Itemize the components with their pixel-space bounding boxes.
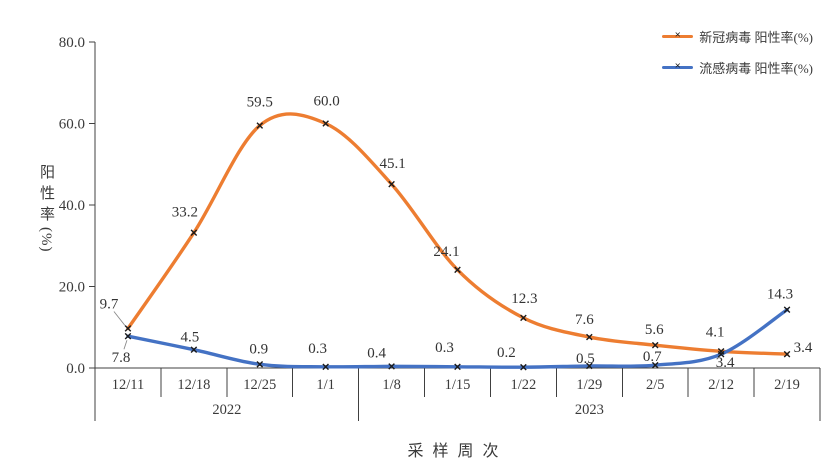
x-category-label: 2/19 [774, 377, 800, 393]
data-point-marker [783, 350, 791, 358]
x-category-label: 2/5 [646, 377, 665, 393]
x-category-label: 12/18 [177, 377, 210, 393]
data-point-marker [651, 341, 659, 349]
legend-label-covid: 新冠病毒 阳性率(%) [699, 29, 813, 45]
data-point-marker [190, 229, 198, 237]
data-point-marker [190, 346, 198, 353]
year-group-label: 2023 [575, 402, 604, 418]
data-label: 7.6 [575, 312, 594, 328]
data-point-marker [124, 332, 132, 340]
data-label-leader [123, 340, 128, 350]
legend-item-flu: 流感病毒 阳性率(%) [662, 59, 813, 76]
x-category-label: 1/15 [445, 377, 471, 393]
y-tick-label: 60.0 [59, 117, 85, 133]
x-category-label: 1/22 [511, 377, 537, 393]
data-point-marker [586, 362, 593, 370]
data-point-marker [783, 306, 791, 314]
x-category-label: 12/11 [112, 377, 145, 393]
legend-item-covid: 新冠病毒 阳性率(%) [662, 28, 813, 45]
data-point-marker [322, 120, 329, 127]
data-label: 4.5 [180, 330, 199, 346]
legend-x-marker-icon [675, 61, 681, 72]
data-point-marker [256, 361, 264, 368]
data-point-marker [586, 333, 593, 341]
data-point-marker [454, 266, 461, 274]
data-label: 7.8 [112, 350, 131, 366]
y-tick-label: 20.0 [59, 280, 85, 296]
data-point-marker [256, 122, 264, 129]
data-point-marker [454, 363, 461, 371]
legend-covid-line-icon [662, 34, 694, 38]
y-axis-title: 阳性率(%) [36, 164, 57, 284]
data-label: 0.4 [367, 345, 386, 361]
data-point-marker [388, 363, 395, 370]
x-category-label: 1/1 [316, 377, 335, 393]
data-point-marker [322, 363, 329, 371]
data-label: 45.1 [379, 156, 405, 172]
data-label: 12.3 [511, 291, 537, 307]
data-label: 0.2 [497, 345, 516, 361]
x-category-label: 1/29 [576, 377, 602, 393]
data-label: 24.1 [433, 244, 459, 260]
data-label: 5.6 [645, 322, 664, 338]
data-point-marker [388, 180, 395, 188]
series-covid-line [126, 112, 789, 356]
data-label: 0.3 [308, 341, 327, 357]
data-label: 33.2 [172, 205, 198, 221]
data-label: 3.4 [794, 340, 813, 356]
legend-x-marker-icon [675, 30, 681, 41]
x-category-label: 12/25 [243, 377, 276, 393]
data-point-marker [124, 325, 132, 332]
data-label: 3.4 [716, 355, 735, 371]
data-point-marker [520, 314, 527, 322]
data-label: 4.1 [706, 324, 725, 340]
data-point-marker [520, 363, 527, 371]
y-tick-label: 80.0 [59, 35, 85, 51]
y-axis-title-unit: (%) [38, 227, 54, 253]
data-label-leader [113, 311, 126, 326]
data-point-marker [717, 350, 725, 358]
data-label: 0.5 [576, 351, 595, 367]
y-axis-title-text: 阳性率 [38, 164, 54, 227]
data-point-marker [651, 361, 659, 369]
data-label: 0.9 [249, 341, 268, 357]
legend-flu-line-icon [662, 65, 694, 69]
series-flu-line [126, 308, 789, 369]
legend: 新冠病毒 阳性率(%) 流感病毒 阳性率(%) [662, 28, 813, 76]
data-label: 9.7 [100, 296, 119, 312]
legend-label-flu: 流感病毒 阳性率(%) [699, 60, 813, 76]
data-label: 60.0 [314, 94, 340, 110]
data-label: 0.7 [643, 349, 662, 365]
data-label: 0.3 [435, 340, 454, 356]
data-label: 14.3 [767, 287, 793, 303]
y-tick-label: 0.0 [66, 361, 85, 377]
x-category-label: 1/8 [382, 377, 401, 393]
data-label: 59.5 [247, 95, 273, 111]
x-category-label: 2/12 [708, 377, 734, 393]
y-tick-label: 40.0 [59, 198, 85, 214]
x-axis-title: 采样周次 [407, 443, 508, 460]
year-group-label: 2022 [212, 402, 241, 418]
